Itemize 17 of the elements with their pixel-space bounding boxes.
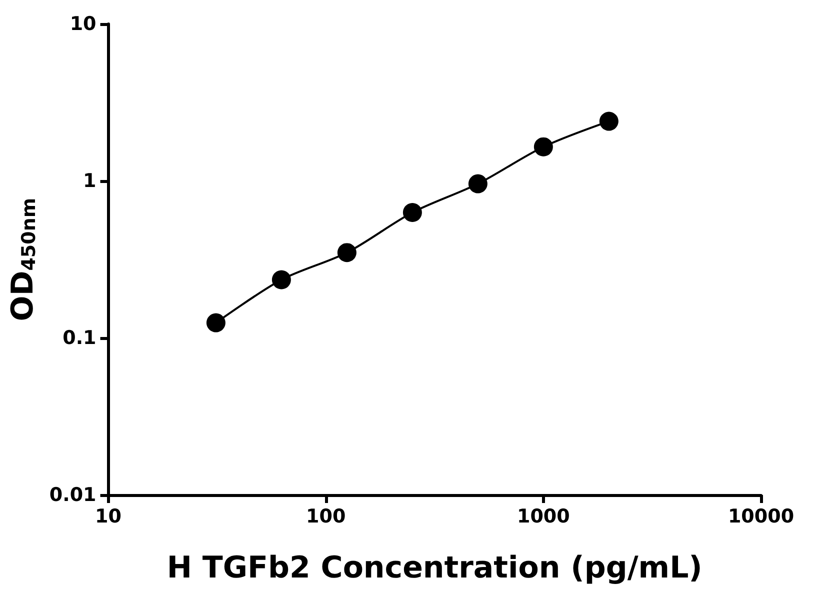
y-axis-title: OD450nm: [6, 198, 40, 322]
x-axis-title: H TGFb2 Concentration (pg/mL): [166, 550, 702, 586]
y-tick-label: 0.1: [62, 327, 96, 349]
x-tick-label: 10: [95, 506, 122, 528]
point: [468, 174, 488, 194]
point: [272, 270, 291, 290]
point: [206, 313, 226, 332]
y-tick-label: 10: [70, 13, 96, 35]
y-tick-label: 1: [83, 170, 96, 192]
point: [337, 243, 356, 262]
y-tick-label: 0.01: [49, 484, 96, 506]
point: [599, 112, 618, 131]
x-tick-label: 1000: [516, 506, 570, 528]
x-tick-label: 10000: [728, 506, 794, 528]
point: [402, 203, 422, 222]
point: [534, 137, 553, 156]
x-tick-label: 100: [306, 506, 346, 528]
